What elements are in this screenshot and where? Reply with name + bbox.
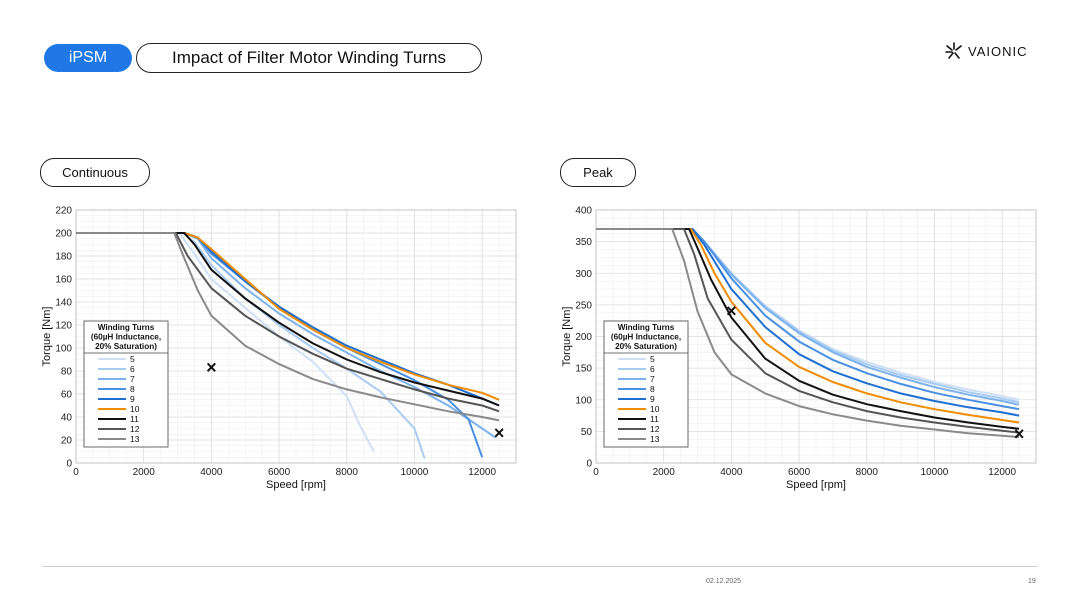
y-axis-label: Torque [Nm] bbox=[41, 307, 53, 367]
legend-label-10: 10 bbox=[650, 404, 660, 414]
legend-label-7: 7 bbox=[130, 374, 135, 384]
x-tick-label: 6000 bbox=[788, 467, 811, 478]
legend-label-8: 8 bbox=[650, 384, 655, 394]
x-tick-label: 12000 bbox=[468, 467, 496, 478]
series-line-5 bbox=[76, 232, 375, 452]
x-axis-label: Speed [rpm] bbox=[786, 479, 846, 491]
series-line-12 bbox=[76, 232, 500, 413]
legend-label-13: 13 bbox=[130, 434, 140, 444]
legend-label-10: 10 bbox=[130, 404, 140, 414]
logo-text: VAIONIC bbox=[968, 43, 1028, 59]
y-tick-label: 60 bbox=[61, 390, 73, 401]
x-tick-label: 8000 bbox=[856, 467, 879, 478]
vaionic-logo-icon bbox=[945, 42, 962, 59]
y-tick-label: 200 bbox=[575, 332, 592, 343]
x-tick-label: 0 bbox=[73, 467, 79, 478]
operating-point-marker: × bbox=[726, 301, 737, 321]
peak-chart: 0 2000 4000 6000 8000 10000 12000 0 50 100 150 200 2… bbox=[561, 206, 1037, 491]
legend-title: 20% Saturation) bbox=[95, 342, 157, 351]
series-line-13 bbox=[596, 228, 1020, 439]
series-line-10 bbox=[596, 228, 1020, 424]
series-line-8 bbox=[596, 228, 1020, 411]
legend-title: (60µH Inductance, bbox=[91, 333, 161, 342]
continuous-tag: Continuous bbox=[40, 158, 150, 187]
legend-box bbox=[83, 320, 169, 448]
page-number: 19 bbox=[1028, 578, 1036, 585]
legend-label-9: 9 bbox=[650, 394, 655, 404]
y-tick-label: 300 bbox=[575, 269, 592, 280]
x-tick-label: 8000 bbox=[336, 467, 359, 478]
legend: Winding Turns(60µH Inductance,20% Satura… bbox=[603, 320, 689, 448]
footer-date: 02.12.2025 bbox=[706, 578, 742, 585]
x-axis-label: Speed [rpm] bbox=[266, 479, 326, 491]
axes-frame bbox=[595, 209, 1037, 464]
continuous-chart: 0 2000 4000 6000 8000 10000 12000 0 20 40 60 80 100 1… bbox=[41, 206, 517, 491]
legend-box bbox=[603, 320, 689, 448]
legend-label-7: 7 bbox=[650, 374, 655, 384]
operating-point-marker: × bbox=[1014, 424, 1025, 444]
y-axis-label: Torque [Nm] bbox=[561, 307, 573, 367]
y-tick-label: 20 bbox=[61, 436, 73, 447]
series-line-11 bbox=[596, 228, 1020, 430]
y-tick-label: 250 bbox=[575, 300, 592, 311]
y-tick-label: 0 bbox=[586, 459, 592, 470]
x-tick-label: 0 bbox=[593, 467, 599, 478]
axes-frame bbox=[75, 209, 517, 464]
legend-label-13: 13 bbox=[650, 434, 660, 444]
legend-label-11: 11 bbox=[650, 414, 659, 424]
operating-point-marker: × bbox=[494, 423, 505, 443]
company-logo: VAIONIC bbox=[944, 40, 1044, 62]
operating-point-marker: × bbox=[206, 358, 217, 378]
legend: Winding Turns(60µH Inductance,20% Satura… bbox=[83, 320, 169, 448]
series-line-12 bbox=[596, 228, 1020, 434]
x-tick-label: 10000 bbox=[921, 467, 949, 478]
legend-title: (60µH Inductance, bbox=[611, 333, 681, 342]
legend-label-12: 12 bbox=[130, 424, 140, 434]
x-tick-label: 4000 bbox=[720, 467, 743, 478]
legend-title: 20% Saturation) bbox=[615, 342, 677, 351]
x-tick-label: 12000 bbox=[988, 467, 1016, 478]
y-tick-label: 40 bbox=[61, 413, 73, 424]
plot-area: 0 2000 4000 6000 8000 10000 12000 0 50 100 150 200 2… bbox=[561, 206, 1037, 491]
y-tick-label: 140 bbox=[55, 298, 72, 309]
y-tick-label: 80 bbox=[61, 367, 73, 378]
y-tick-label: 400 bbox=[575, 206, 592, 217]
footer-divider bbox=[42, 566, 1038, 567]
y-tick-label: 0 bbox=[66, 459, 72, 470]
legend-title: Winding Turns bbox=[618, 323, 675, 332]
y-tick-label: 120 bbox=[55, 321, 72, 332]
legend-label-6: 6 bbox=[650, 364, 655, 374]
x-tick-label: 2000 bbox=[133, 467, 156, 478]
y-tick-label: 100 bbox=[55, 344, 72, 355]
legend-label-6: 6 bbox=[130, 364, 135, 374]
legend-title: Winding Turns bbox=[98, 323, 155, 332]
y-tick-label: 100 bbox=[575, 395, 592, 406]
legend-label-12: 12 bbox=[650, 424, 660, 434]
y-tick-label: 180 bbox=[55, 252, 72, 263]
y-tick-label: 350 bbox=[575, 237, 592, 248]
legend-label-5: 5 bbox=[130, 354, 135, 364]
series-line-10 bbox=[76, 232, 500, 401]
x-tick-label: 6000 bbox=[268, 467, 291, 478]
x-tick-label: 4000 bbox=[200, 467, 223, 478]
slide-title: Impact of Filter Motor Winding Turns bbox=[136, 43, 482, 73]
ipsm-badge: iPSM bbox=[44, 44, 132, 72]
y-tick-label: 220 bbox=[55, 206, 72, 217]
legend-label-8: 8 bbox=[130, 384, 135, 394]
series-line-9 bbox=[596, 228, 1020, 417]
peak-tag: Peak bbox=[560, 158, 636, 187]
y-tick-label: 150 bbox=[575, 364, 592, 375]
y-tick-label: 160 bbox=[55, 275, 72, 286]
y-tick-label: 200 bbox=[55, 229, 72, 240]
y-tick-label: 50 bbox=[581, 427, 593, 438]
series-line-11 bbox=[76, 232, 500, 407]
series-line-13 bbox=[76, 232, 500, 422]
plot-area: 0 2000 4000 6000 8000 10000 12000 0 20 40 60 80 100 1… bbox=[41, 206, 517, 491]
x-tick-label: 2000 bbox=[653, 467, 676, 478]
legend-label-11: 11 bbox=[130, 414, 139, 424]
x-tick-label: 10000 bbox=[401, 467, 429, 478]
legend-label-5: 5 bbox=[650, 354, 655, 364]
legend-label-9: 9 bbox=[130, 394, 135, 404]
